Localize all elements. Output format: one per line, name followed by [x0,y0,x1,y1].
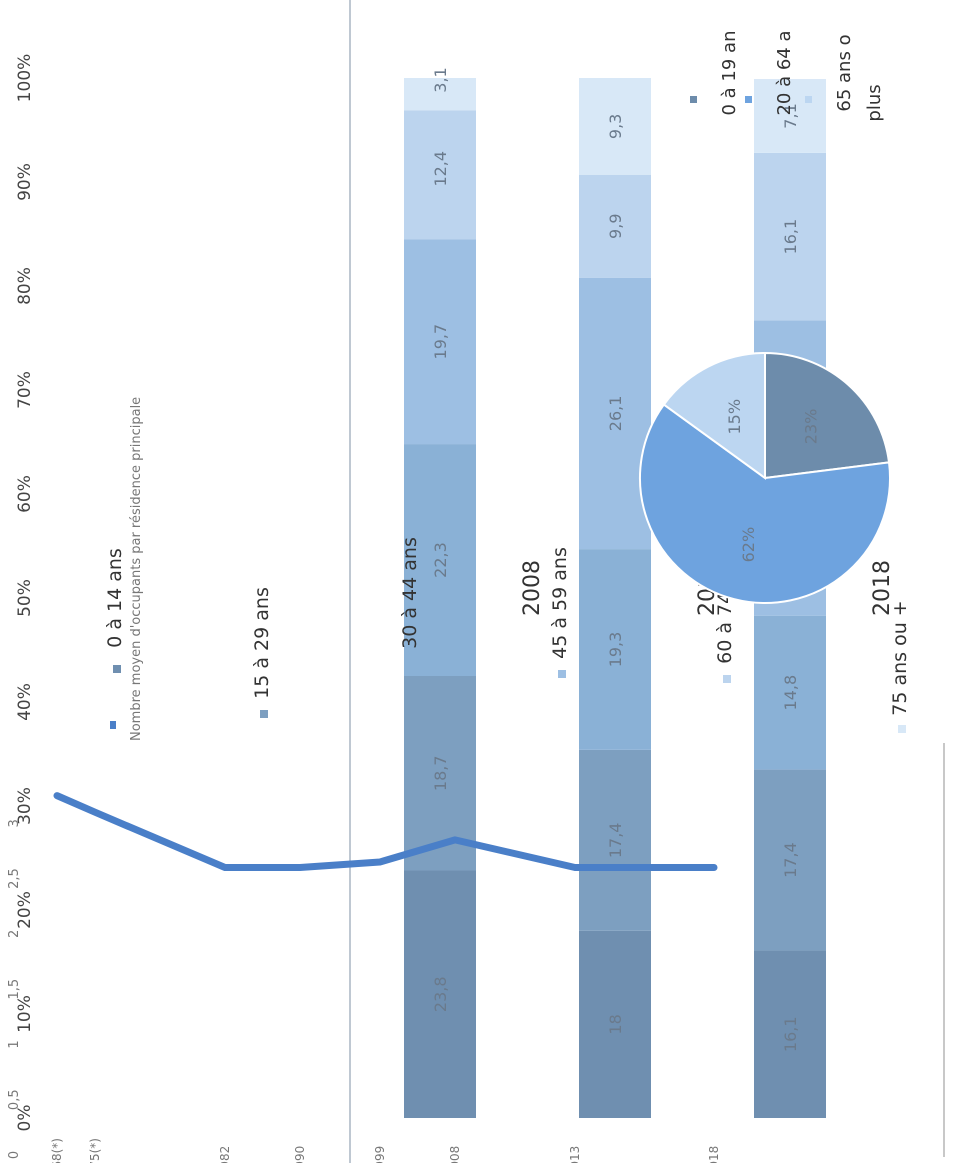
pie-slice-label: 62% [739,527,758,563]
line-x-tick: 1982 [218,1146,232,1163]
line-y-tick: 2 [7,930,22,938]
line-x-tick: 2013 [568,1146,582,1163]
stacked-bar-segment [754,615,826,770]
bar-y-tick: 50% [15,579,35,617]
bar-data-label: 7,1 [781,103,800,128]
bar-y-tick: 80% [15,267,35,305]
stacked-bar-segment [404,444,476,676]
bar-y-tick: 60% [15,475,35,513]
bar-data-label: 18,7 [431,755,450,791]
bar-data-label: 22,3 [431,542,450,578]
bar-category-label: 2018 [870,560,895,616]
pie-legend-label: 20 à 64 a [774,30,795,115]
line-chart: Nombre moyen d'occupants par résidence p… [7,397,945,1163]
bar-legend-label: 15 à 29 ans [251,587,273,699]
stacked-bar-segment [579,549,651,750]
pie-slice [639,403,891,604]
stacked-bar-segment [754,152,826,321]
line-legend-swatch [110,721,116,729]
line-y-tick: 1,5 [7,979,22,1000]
bar-legend-label: 30 à 44 ans [399,537,421,649]
bar-y-tick: 10% [15,995,35,1033]
stacked-bar-segment [404,676,476,871]
bar-data-label: 16,1 [781,1016,800,1052]
stacked-bar-segment [754,950,826,1118]
stacked-bar-segment [404,239,476,445]
pie-slice-label: 23% [801,409,820,445]
bar-legend-label: 0 à 14 ans [104,548,126,648]
bar-legend-marker [558,670,566,678]
bar-legend-marker [898,725,906,733]
bar-data-label: 17,4 [781,842,800,878]
bar-data-label: 19,7 [431,324,450,360]
stacked-bar-segment [404,870,476,1118]
bar-legend-marker [723,675,731,683]
bar-y-tick: 90% [15,163,35,201]
line-y-tick: 1 [7,1040,22,1048]
bar-data-label: 12,4 [431,151,450,187]
pie-legend-marker [805,96,812,103]
line-y-tick: 3 [7,819,22,827]
stacked-bar-segment [404,110,476,240]
bar-y-tick: 0% [15,1105,35,1132]
bar-data-label: 9,3 [606,114,625,139]
line-x-tick: 1975(*) [88,1138,102,1163]
pie-legend-label: 65 ans o [834,34,855,111]
line-x-tick: 2008 [448,1146,462,1163]
line-y-tick: 0,5 [7,1089,22,1110]
line-series [53,792,718,872]
pie-slice [662,351,766,480]
pie-slice [764,351,891,480]
pie-slice-label: 15% [725,399,744,435]
bar-legend-marker [408,660,416,668]
line-legend-label: Nombre moyen d'occupants par résidence p… [129,397,144,741]
line-x-tick: 1968(*) [50,1138,64,1163]
bar-y-tick: 20% [15,891,35,929]
pie-legend-marker [690,96,697,103]
line-x-tick: 2018 [707,1146,721,1163]
pie-legend-marker [745,96,752,103]
bar-y-tick: 30% [15,787,35,825]
stacked-bar-segment [579,749,651,931]
pie-legend-label: 0 à 19 an [719,31,740,116]
bar-data-label: 3,1 [431,67,450,92]
bar-legend-label: 45 à 59 ans [549,547,571,659]
bar-data-label: 23,8 [431,976,450,1012]
bar-legend-marker [113,665,121,673]
stacked-bar-segment [754,769,826,951]
line-x-tick: 1999 [373,1146,387,1163]
stacked-bar-segment [579,77,651,175]
bar-legend-marker [260,710,268,718]
bar-category-label: 2008 [520,560,545,616]
bar-data-label: 17,4 [606,823,625,859]
bar-data-label: 9,9 [606,213,625,238]
line-x-tick: 1990 [293,1146,307,1163]
bar-y-tick: 100% [15,54,35,103]
bar-y-tick: 40% [15,683,35,721]
stacked-bar-segment [579,930,651,1118]
stacked-bar-segment [404,77,476,111]
line-y-tick: 0 [7,1151,22,1159]
bar-y-tick: 70% [15,371,35,409]
bar-legend-label: 75 ans ou + [889,600,911,715]
pie-legend-label: plus [864,84,885,121]
pie-chart: 23% 62% 15% 0 à 19 an 20 à 64 a 65 ans o plus [639,30,891,604]
bar-data-label: 16,1 [781,219,800,255]
stacked-bar-segment [579,174,651,278]
bar-data-label: 26,1 [606,396,625,432]
line-y-tick: 2,5 [7,868,22,889]
stacked-bar-segment [579,277,651,550]
bar-data-label: 19,3 [606,632,625,668]
bar-data-label: 18 [606,1014,625,1034]
bar-data-label: 14,8 [781,675,800,711]
